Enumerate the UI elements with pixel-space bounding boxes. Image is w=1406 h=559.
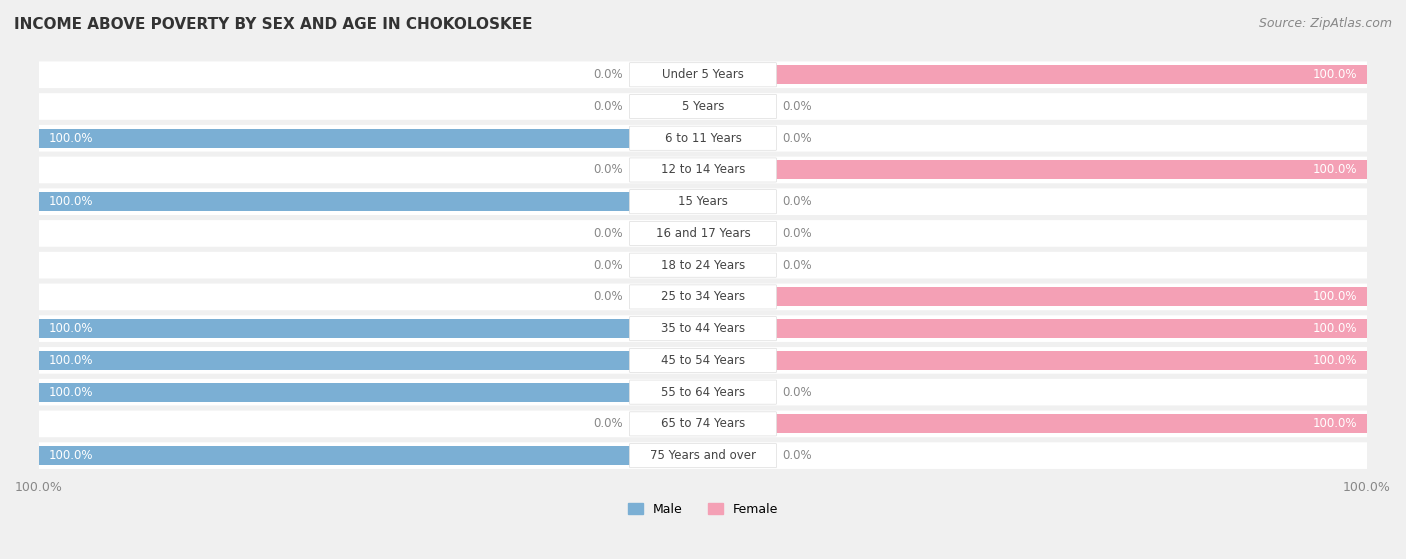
- FancyBboxPatch shape: [630, 285, 776, 309]
- Text: 65 to 74 Years: 65 to 74 Years: [661, 418, 745, 430]
- Text: 0.0%: 0.0%: [593, 418, 623, 430]
- Text: 0.0%: 0.0%: [593, 259, 623, 272]
- FancyBboxPatch shape: [630, 126, 776, 150]
- FancyBboxPatch shape: [39, 220, 1367, 247]
- Bar: [776, 319, 1406, 338]
- Text: 100.0%: 100.0%: [49, 132, 93, 145]
- Text: 75 Years and over: 75 Years and over: [650, 449, 756, 462]
- Bar: [776, 287, 1406, 306]
- Text: 0.0%: 0.0%: [783, 449, 813, 462]
- FancyBboxPatch shape: [39, 347, 1367, 374]
- Text: 0.0%: 0.0%: [593, 68, 623, 81]
- FancyBboxPatch shape: [39, 410, 1367, 437]
- Text: 25 to 34 Years: 25 to 34 Years: [661, 291, 745, 304]
- FancyBboxPatch shape: [630, 158, 776, 182]
- Text: 100.0%: 100.0%: [1313, 291, 1357, 304]
- Text: 0.0%: 0.0%: [783, 259, 813, 272]
- FancyBboxPatch shape: [39, 442, 1367, 469]
- FancyBboxPatch shape: [39, 252, 1367, 278]
- Text: 45 to 54 Years: 45 to 54 Years: [661, 354, 745, 367]
- Bar: [776, 160, 1406, 179]
- Text: 0.0%: 0.0%: [593, 291, 623, 304]
- Text: Under 5 Years: Under 5 Years: [662, 68, 744, 81]
- Text: Source: ZipAtlas.com: Source: ZipAtlas.com: [1258, 17, 1392, 30]
- Text: 5 Years: 5 Years: [682, 100, 724, 113]
- Text: 100.0%: 100.0%: [1313, 354, 1357, 367]
- Text: 0.0%: 0.0%: [593, 163, 623, 177]
- Text: 0.0%: 0.0%: [593, 227, 623, 240]
- Bar: [0, 319, 630, 338]
- Text: 18 to 24 Years: 18 to 24 Years: [661, 259, 745, 272]
- FancyBboxPatch shape: [630, 348, 776, 372]
- Text: 12 to 14 Years: 12 to 14 Years: [661, 163, 745, 177]
- FancyBboxPatch shape: [39, 315, 1367, 342]
- Text: 100.0%: 100.0%: [1313, 68, 1357, 81]
- Text: 35 to 44 Years: 35 to 44 Years: [661, 322, 745, 335]
- FancyBboxPatch shape: [630, 190, 776, 214]
- FancyBboxPatch shape: [39, 188, 1367, 215]
- Legend: Male, Female: Male, Female: [623, 498, 783, 520]
- Text: 0.0%: 0.0%: [783, 132, 813, 145]
- Bar: [0, 351, 630, 370]
- Text: 16 and 17 Years: 16 and 17 Years: [655, 227, 751, 240]
- FancyBboxPatch shape: [630, 412, 776, 436]
- Text: 0.0%: 0.0%: [783, 386, 813, 399]
- Bar: [0, 192, 630, 211]
- FancyBboxPatch shape: [39, 283, 1367, 310]
- Text: 55 to 64 Years: 55 to 64 Years: [661, 386, 745, 399]
- FancyBboxPatch shape: [630, 63, 776, 87]
- FancyBboxPatch shape: [630, 253, 776, 277]
- Text: 100.0%: 100.0%: [1313, 163, 1357, 177]
- Bar: [0, 382, 630, 402]
- Text: 15 Years: 15 Years: [678, 195, 728, 208]
- Text: 0.0%: 0.0%: [783, 100, 813, 113]
- FancyBboxPatch shape: [39, 93, 1367, 120]
- Text: 0.0%: 0.0%: [783, 195, 813, 208]
- FancyBboxPatch shape: [39, 379, 1367, 405]
- Text: 100.0%: 100.0%: [1313, 418, 1357, 430]
- Bar: [0, 129, 630, 148]
- Text: 6 to 11 Years: 6 to 11 Years: [665, 132, 741, 145]
- Text: 100.0%: 100.0%: [1313, 322, 1357, 335]
- Bar: [776, 414, 1406, 433]
- FancyBboxPatch shape: [39, 157, 1367, 183]
- FancyBboxPatch shape: [630, 380, 776, 404]
- Bar: [776, 351, 1406, 370]
- Text: 0.0%: 0.0%: [783, 227, 813, 240]
- Text: 100.0%: 100.0%: [49, 449, 93, 462]
- FancyBboxPatch shape: [630, 443, 776, 468]
- FancyBboxPatch shape: [39, 125, 1367, 151]
- FancyBboxPatch shape: [630, 221, 776, 245]
- FancyBboxPatch shape: [630, 316, 776, 341]
- Text: 100.0%: 100.0%: [49, 386, 93, 399]
- Text: 100.0%: 100.0%: [49, 354, 93, 367]
- FancyBboxPatch shape: [630, 94, 776, 119]
- FancyBboxPatch shape: [39, 61, 1367, 88]
- Text: 100.0%: 100.0%: [49, 195, 93, 208]
- Bar: [0, 446, 630, 465]
- Text: 0.0%: 0.0%: [593, 100, 623, 113]
- Bar: [776, 65, 1406, 84]
- Text: 100.0%: 100.0%: [49, 322, 93, 335]
- Text: INCOME ABOVE POVERTY BY SEX AND AGE IN CHOKOLOSKEE: INCOME ABOVE POVERTY BY SEX AND AGE IN C…: [14, 17, 533, 32]
